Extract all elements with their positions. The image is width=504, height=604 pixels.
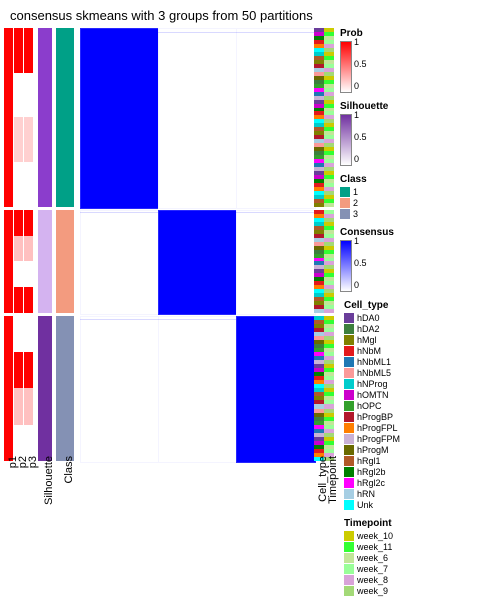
consensus-heatmap: [80, 28, 314, 454]
legend-Consensus: Consensus10.50: [340, 227, 396, 292]
legend-panel: Prob10.50 Silhouette10.50 Class123 Consensu…: [340, 28, 500, 604]
anno-p2: [14, 28, 23, 454]
legend-Prob: Prob10.50: [340, 28, 396, 93]
anno-p3: [24, 28, 33, 454]
heatmap-block: [158, 28, 238, 209]
heatmap-block: [236, 210, 316, 314]
heatmap-block: [236, 28, 316, 209]
legend-Cell_type: Cell_typehDA0hDA2hMglhNbMhNbML1hNbML5hNP…: [344, 300, 444, 510]
plot-title: consensus skmeans with 3 groups from 50 …: [10, 8, 313, 23]
legend-Class: Class123: [340, 174, 396, 219]
xlabel-Class: Class: [63, 456, 75, 484]
heatmap-block: [80, 28, 160, 209]
legend-Timepoint: Timepointweek_10week_11week_6week_7week_…: [344, 518, 444, 596]
heatmap-block: [236, 316, 316, 463]
xlabel-Silhouette: Silhouette: [43, 456, 55, 505]
anno-p1: [4, 28, 13, 454]
heatmap-block: [158, 210, 238, 314]
anno-Class: [56, 28, 74, 454]
main-plot-area: [4, 28, 314, 454]
xlabel-Timepoint: Timepoint: [327, 456, 339, 504]
anno-Silhouette: [38, 28, 52, 454]
heatmap-block: [158, 316, 238, 463]
heatmap-block: [80, 316, 160, 463]
legend-Silhouette: Silhouette10.50: [340, 101, 396, 166]
heatmap-block: [80, 210, 160, 314]
xlabel-p3: p3: [27, 456, 39, 468]
right-annotation-tracks: [314, 28, 334, 454]
